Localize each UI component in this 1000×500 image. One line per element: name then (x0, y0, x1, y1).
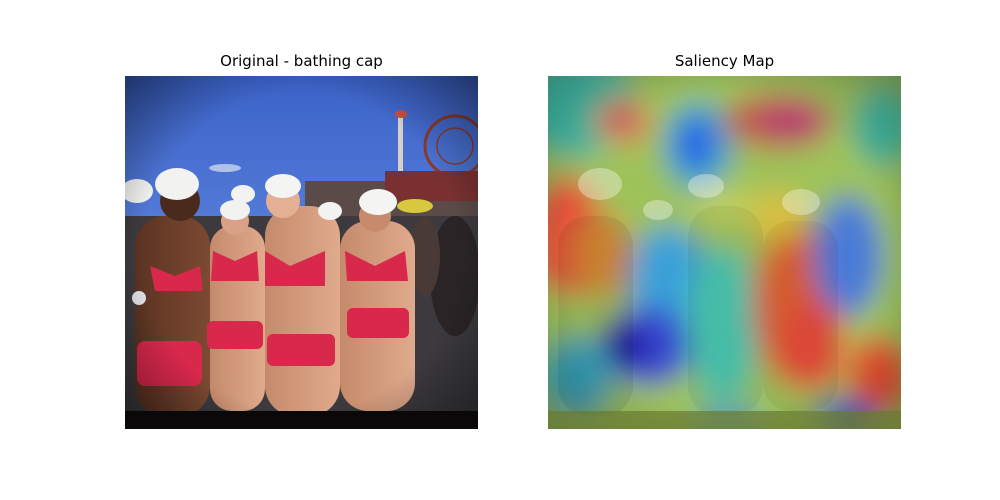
saliency-map-image (548, 76, 901, 429)
original-photo (125, 76, 478, 429)
saliency-map-title: Saliency Map (674, 52, 775, 70)
original-photo-drawing (125, 76, 478, 429)
saliency-heatmap-drawing (548, 76, 901, 429)
original-image-title: Original - bathing cap (220, 52, 383, 70)
